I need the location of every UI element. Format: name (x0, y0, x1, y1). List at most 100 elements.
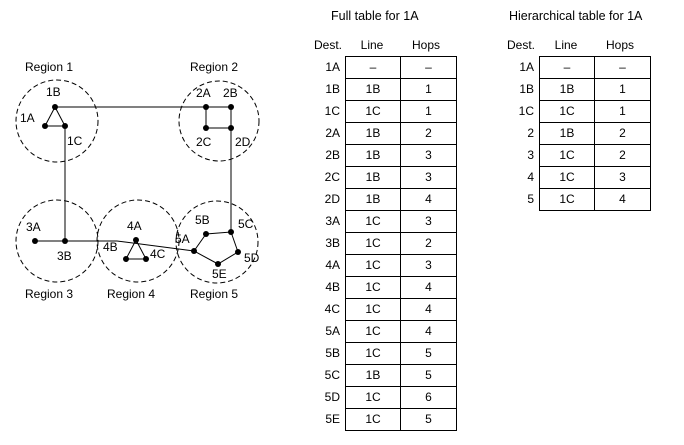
hops-cell: 2 (400, 122, 457, 145)
line-cell: 1C (345, 342, 401, 365)
table-row: 1C 4 (539, 188, 651, 211)
line-cell: 1B (345, 364, 401, 387)
dest-label: 5E (325, 412, 340, 426)
dest-label: 4A (325, 258, 340, 272)
table-row: 1C 4 (345, 320, 457, 343)
table-row: – – (345, 56, 457, 79)
hops-cell: – (400, 56, 457, 79)
line-cell: 1B (345, 144, 401, 167)
region-5-label: Region 5 (190, 287, 238, 301)
hops-cell: 2 (594, 122, 651, 145)
network-diagram: Region 1 Region 2 Region 3 Region 4 Regi… (15, 60, 260, 301)
router-label-5a: 5A (175, 232, 190, 246)
line-cell: 1B (345, 122, 401, 145)
link-1a-1b (44, 106, 56, 127)
full-table-header-hops: Hops (411, 38, 440, 52)
router-label-1b: 1B (46, 85, 61, 99)
dest-label: 1A (519, 60, 534, 74)
router-label-5c: 5C (238, 217, 254, 231)
line-cell: 1C (345, 100, 401, 123)
dest-label: 2B (325, 148, 340, 162)
router-label-2b: 2B (223, 86, 238, 100)
region-1-label: Region 1 (25, 60, 73, 74)
router-label-5e: 5E (212, 267, 227, 281)
hops-cell: 5 (400, 364, 457, 387)
dest-label: 1A (325, 60, 340, 74)
table-row: 1C 3 (345, 254, 457, 277)
dest-label: 3 (527, 148, 534, 162)
region-2-square (205, 106, 232, 129)
table-row: 1B 2 (539, 122, 651, 145)
full-table-title: Full table for 1A (331, 9, 419, 23)
dest-label: 4 (527, 170, 534, 184)
router-5a (191, 248, 197, 254)
router-4b (123, 256, 129, 262)
hops-cell: 4 (594, 188, 651, 211)
hops-cell: 6 (400, 386, 457, 409)
line-cell: 1C (345, 276, 401, 299)
hops-cell: 3 (400, 210, 457, 233)
hops-cell: 2 (400, 232, 457, 255)
dest-label: 4B (325, 280, 340, 294)
hops-cell: 3 (400, 254, 457, 277)
table-row: 1B 3 (345, 166, 457, 189)
hops-cell: 4 (400, 188, 457, 211)
table-row: 1C 2 (345, 232, 457, 255)
router-label-2c: 2C (196, 135, 212, 149)
hier-table-title: Hierarchical table for 1A (509, 9, 643, 23)
table-row: 1C 4 (345, 276, 457, 299)
dest-label: 1C (518, 104, 534, 118)
region-2-label: Region 2 (190, 60, 238, 74)
router-4a (133, 237, 139, 243)
dest-label: 1C (324, 104, 340, 118)
router-label-5b: 5B (195, 213, 210, 227)
dest-label: 2D (324, 192, 340, 206)
hops-cell: 5 (400, 408, 457, 431)
region-5-boundary (175, 200, 259, 284)
router-label-4a: 4A (127, 219, 142, 233)
dest-label: 5A (325, 324, 340, 338)
link-4b-5a (116, 240, 195, 252)
dest-label: 3A (325, 214, 340, 228)
hops-cell: 3 (400, 166, 457, 189)
dest-label: 5D (324, 390, 340, 404)
dest-label: 1B (519, 82, 534, 96)
hier-table-header-hops: Hops (605, 38, 634, 52)
line-cell: 1C (539, 166, 595, 189)
hops-cell: 2 (594, 144, 651, 167)
router-label-5d: 5D (244, 251, 260, 265)
router-2b (228, 104, 234, 110)
line-cell: 1B (345, 166, 401, 189)
router-5c (228, 229, 234, 235)
router-1c (62, 123, 68, 129)
hops-cell: 1 (400, 100, 457, 123)
region-2-boundary (178, 80, 260, 162)
region-1-boundary (15, 79, 99, 163)
full-routing-table: – –1B 1 1C 1 1B 2 1B 3 1B 3 1B 4 1C 3 1C 2 1C 3 1C 4 1C 4 1C 4 1C… (345, 56, 457, 431)
hops-cell: 3 (594, 166, 651, 189)
table-row: 1C 5 (345, 342, 457, 365)
line-cell: 1C (345, 232, 401, 255)
line-cell: 1C (345, 298, 401, 321)
dest-label: 2C (324, 170, 340, 184)
router-2a (203, 104, 209, 110)
router-5b (203, 231, 209, 237)
router-2c (203, 125, 209, 131)
router-label-2d: 2D (235, 135, 251, 149)
table-row: 1C 5 (345, 408, 457, 431)
hops-cell: 1 (594, 78, 651, 101)
router-1b (52, 104, 58, 110)
dest-label: 1B (325, 82, 340, 96)
table-row: 1B 1 (345, 78, 457, 101)
table-row: 1B 5 (345, 364, 457, 387)
router-label-4c: 4C (150, 247, 166, 261)
table-row: 1C 3 (539, 166, 651, 189)
hops-cell: 4 (400, 276, 457, 299)
line-cell: 1B (539, 122, 595, 145)
region-4-triangle (125, 238, 147, 260)
router-label-3a: 3A (26, 220, 41, 234)
table-row: 1C 2 (539, 144, 651, 167)
router-label-1a: 1A (20, 111, 35, 125)
router-label-2a: 2A (196, 86, 211, 100)
table-row: 1C 3 (345, 210, 457, 233)
